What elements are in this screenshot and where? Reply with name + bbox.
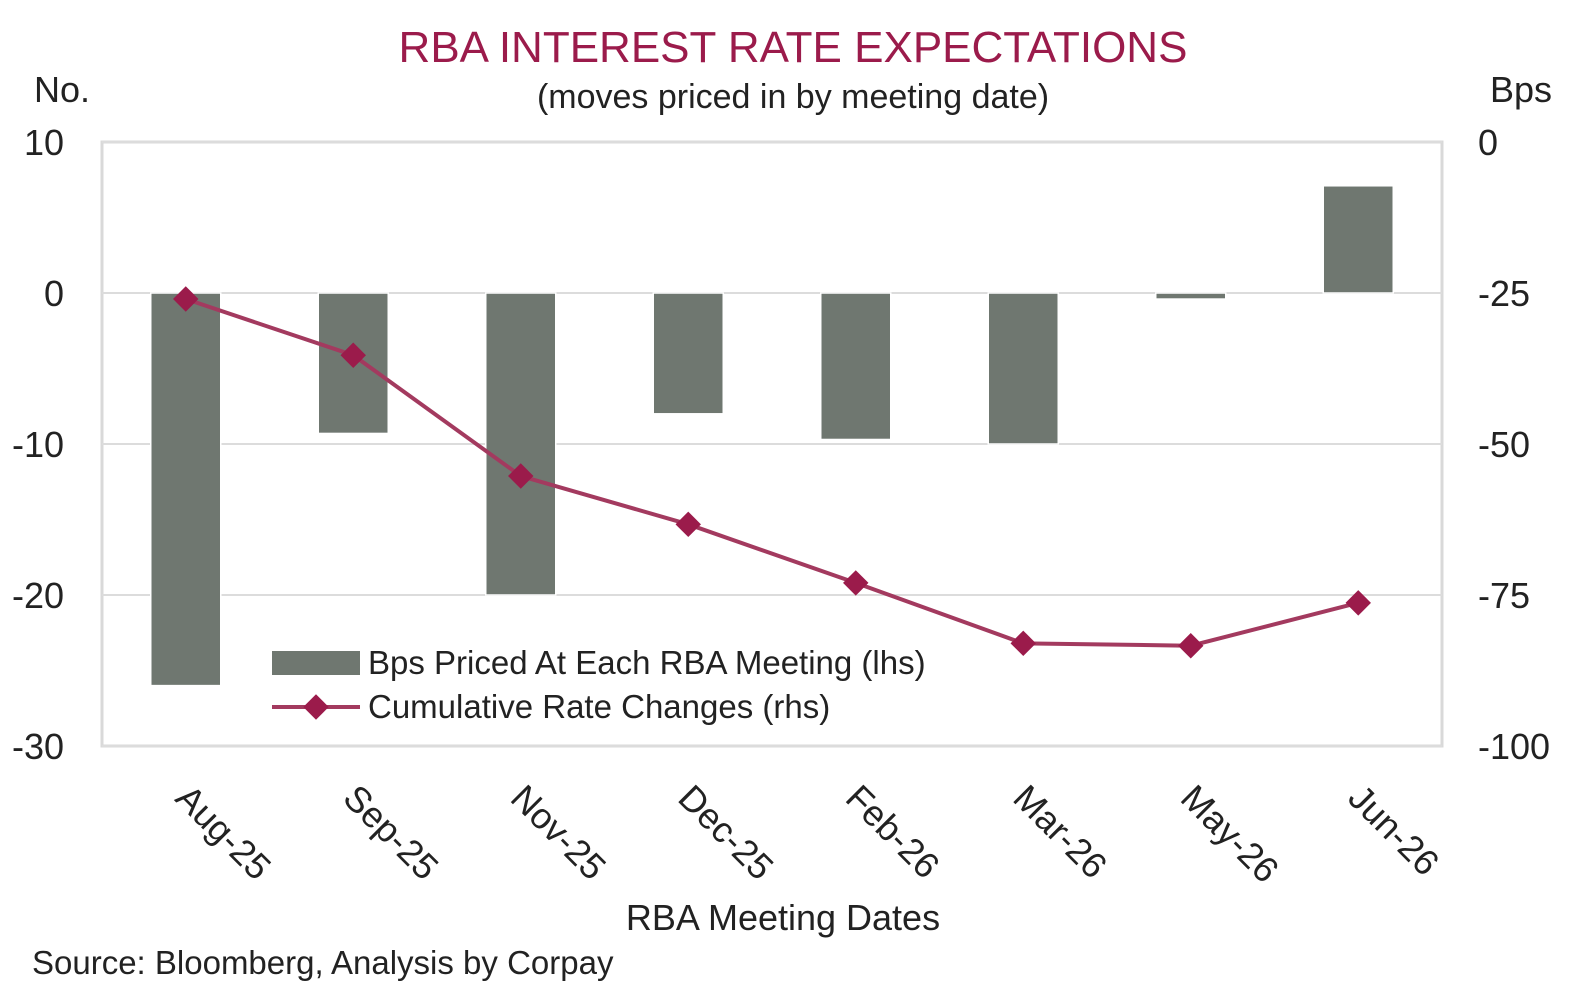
left-tick-label: -20	[12, 575, 64, 616]
left-axis-unit: No.	[34, 69, 90, 110]
right-tick-label: -100	[1478, 726, 1550, 767]
marker-Nov-25	[508, 463, 534, 489]
left-tick-label: -10	[12, 424, 64, 465]
x-tick-label: Sep-25	[336, 777, 447, 888]
x-tick-label: Dec-25	[671, 777, 782, 888]
left-axis-ticks: 10 0 -10 -20 -30	[12, 122, 64, 767]
marker-Jun-26	[1345, 590, 1371, 616]
bar-May-26	[1155, 292, 1227, 300]
legend-swatch-marker	[303, 694, 329, 720]
legend: Bps Priced At Each RBA Meeting (lhs) Cum…	[272, 644, 926, 725]
bar-Jun-26	[1322, 185, 1394, 294]
marker-Aug-25	[173, 286, 199, 312]
chart-subtitle: (moves priced in by meeting date)	[537, 78, 1049, 116]
legend-label-bars: Bps Priced At Each RBA Meeting (lhs)	[368, 644, 926, 681]
right-tick-label: -75	[1478, 575, 1530, 616]
bar-Nov-25	[485, 292, 557, 596]
marker-Dec-25	[675, 511, 701, 538]
x-tick-label: May-26	[1173, 777, 1287, 891]
marker-Feb-26	[843, 570, 869, 596]
right-tick-label: -50	[1478, 424, 1530, 465]
right-tick-label: 0	[1478, 122, 1498, 163]
bar-Aug-25	[150, 292, 222, 687]
bar-Mar-26	[987, 292, 1059, 445]
right-axis-unit: Bps	[1490, 69, 1552, 110]
marker-May-26	[1178, 633, 1204, 659]
legend-label-line: Cumulative Rate Changes (rhs)	[368, 688, 830, 725]
legend-swatch-bars	[272, 651, 360, 675]
x-tick-label: Nov-25	[503, 777, 614, 888]
bar-Dec-25	[652, 292, 724, 415]
chart-title: RBA INTEREST RATE EXPECTATIONS	[399, 23, 1188, 72]
right-axis-ticks: 0 -25 -50 -75 -100	[1478, 122, 1550, 767]
marker-Mar-26	[1010, 630, 1036, 657]
bar-series	[150, 185, 1394, 687]
marker-Sep-25	[340, 342, 366, 368]
x-axis-label: RBA Meeting Dates	[626, 897, 940, 938]
x-tick-label: Aug-25	[168, 777, 279, 888]
right-tick-label: -25	[1478, 273, 1530, 314]
left-tick-label: 10	[24, 122, 64, 163]
left-tick-label: 0	[44, 273, 64, 314]
cumulative-line	[185, 297, 1359, 648]
source-note: Source: Bloomberg, Analysis by Corpay	[32, 944, 614, 981]
x-tick-label: Feb-26	[838, 777, 948, 887]
x-tick-label: Mar-26	[1006, 777, 1116, 887]
x-tick-label: Jun-26	[1341, 777, 1448, 884]
x-axis-ticks: Aug-25 Sep-25 Nov-25 Dec-25 Feb-26 Mar-26 May-…	[168, 777, 1447, 891]
bar-Feb-26	[820, 292, 892, 441]
left-tick-label: -30	[12, 726, 64, 767]
